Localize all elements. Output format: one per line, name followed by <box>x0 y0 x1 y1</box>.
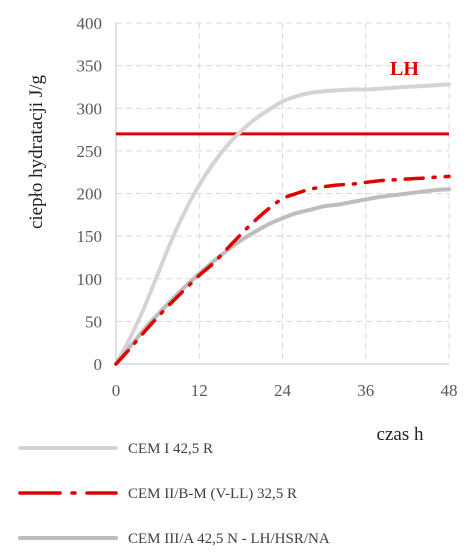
legend-label-3: CEM III/A 42,5 N - LH/HSR/NA <box>128 531 330 547</box>
x-tick-label: 0 <box>112 381 121 400</box>
y-tick-label: 400 <box>77 14 103 33</box>
legend: CEM I 42,5 R CEM II/B-M (V-LL) 32,5 R CEM … <box>18 441 330 547</box>
y-tick-label: 100 <box>77 270 103 289</box>
y-tick-label: 300 <box>77 99 103 118</box>
series-line-3 <box>114 187 451 366</box>
legend-label-2: CEM II/B-M (V-LL) 32,5 R <box>128 486 297 502</box>
y-tick-label: 250 <box>77 142 103 161</box>
tick-labels: 0 50 100 150 200 250 300 350 400 0 12 24 36 48 <box>77 14 458 400</box>
series-line-1 <box>114 82 451 366</box>
legend-label-1: CEM I 42,5 R <box>128 441 213 457</box>
x-tick-label: 36 <box>357 381 374 400</box>
axes <box>115 23 449 365</box>
reference-line-label: LH <box>390 58 419 80</box>
y-tick-label: 0 <box>94 355 103 374</box>
y-tick-label: 50 <box>85 312 102 331</box>
x-tick-label: 48 <box>441 381 458 400</box>
y-tick-label: 200 <box>77 185 103 204</box>
y-tick-label: 150 <box>77 227 103 246</box>
x-tick-label: 12 <box>191 381 208 400</box>
x-tick-label: 24 <box>274 381 292 400</box>
y-tick-label: 350 <box>77 57 103 76</box>
y-axis-label: ciepło hydratacji J/g <box>26 74 47 229</box>
series-line-2 <box>114 174 451 366</box>
series-group <box>114 82 451 366</box>
x-axis-label: czas h <box>377 424 424 445</box>
